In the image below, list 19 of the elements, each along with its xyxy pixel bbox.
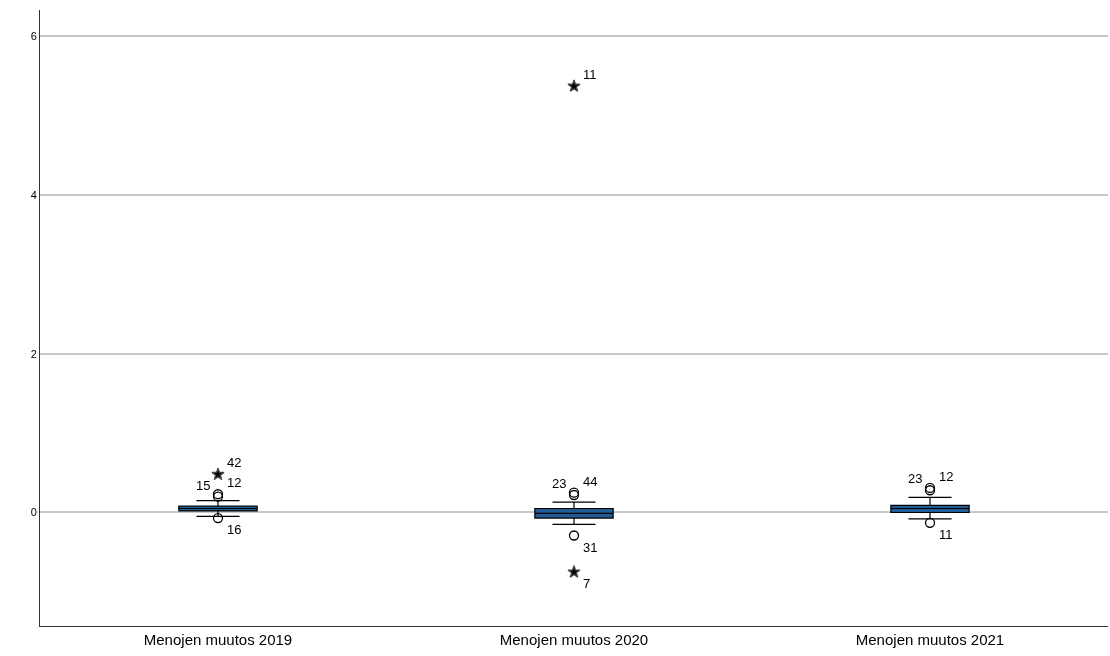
annotation: 11 bbox=[583, 67, 597, 82]
y-tick-label: 0 bbox=[30, 506, 37, 519]
x-tick-label: Menojen muutos 2019 bbox=[143, 631, 293, 648]
annotation: 23 bbox=[552, 476, 567, 491]
annotation: 16 bbox=[227, 522, 242, 537]
annotation: 7 bbox=[583, 576, 591, 591]
annotation: 11 bbox=[939, 527, 953, 542]
y-tick-label: 6 bbox=[30, 30, 37, 43]
annotation: 12 bbox=[227, 475, 242, 490]
annotation: 12 bbox=[939, 469, 954, 484]
annotation: 15 bbox=[196, 478, 211, 493]
annotation: 31 bbox=[583, 540, 598, 555]
annotation: 44 bbox=[583, 474, 598, 489]
annotation: 42 bbox=[227, 455, 242, 470]
x-tick-label: Menojen muutos 2021 bbox=[855, 631, 1005, 648]
y-tick-label: 4 bbox=[30, 188, 37, 201]
x-tick-label: Menojen muutos 2020 bbox=[499, 631, 649, 648]
annotation: 23 bbox=[908, 471, 923, 486]
y-tick-label: 2 bbox=[30, 347, 37, 360]
